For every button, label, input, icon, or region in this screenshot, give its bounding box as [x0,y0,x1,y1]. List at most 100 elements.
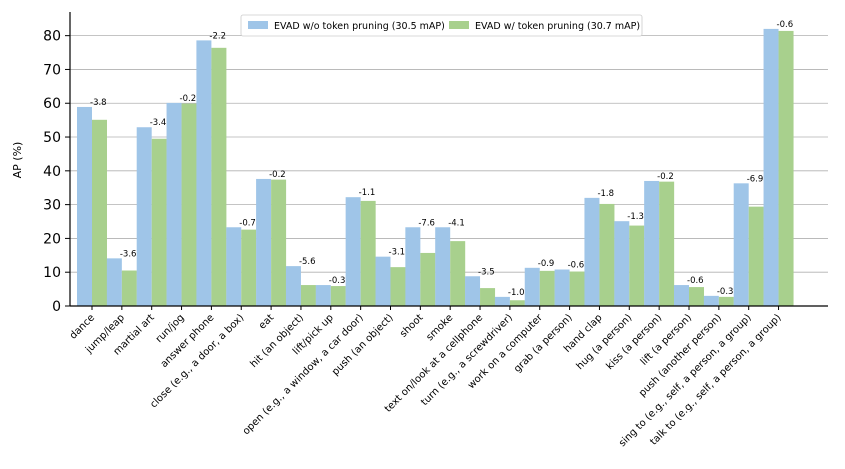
delta-label: -0.3 [329,276,346,286]
legend-label-without-pruning: EVAD w/o token pruning (30.5 mAP) [274,21,445,32]
delta-label: -3.5 [478,267,495,277]
bar-without-pruning [465,276,481,306]
y-tick-label: 0 [52,299,61,315]
delta-label: -0.2 [657,172,674,182]
bar-with-pruning [300,285,316,306]
bar-with-pruning [748,206,764,306]
delta-label: -3.4 [150,118,167,128]
bar-without-pruning [405,227,421,306]
bar-without-pruning [345,197,361,306]
x-tick-label: shoot [398,312,425,339]
delta-label: -0.3 [717,287,734,297]
y-tick-label: 80 [43,29,61,45]
bar-without-pruning [166,102,182,307]
delta-label: -6.9 [747,174,764,184]
delta-label: -3.6 [120,249,137,259]
x-tick-label: hit (an object) [248,312,306,370]
x-tick-label: answer phone [159,312,217,370]
bar-without-pruning [375,256,391,306]
x-tick-label: dance [68,312,97,341]
delta-label: -1.0 [508,288,525,298]
bar-with-pruning [509,300,525,306]
bar-without-pruning [106,258,122,306]
bar-without-pruning [285,266,301,306]
delta-label: -0.7 [239,218,256,228]
axes [69,12,828,307]
bar-without-pruning [315,285,331,306]
bar-without-pruning [494,296,510,306]
delta-label: -1.3 [627,212,644,222]
delta-label: -3.8 [90,98,107,108]
bar-without-pruning [644,180,660,306]
delta-label: -0.6 [687,276,704,286]
delta-label: -0.9 [538,259,555,269]
legend-frame [240,14,643,37]
bar-without-pruning [763,28,779,307]
bar-without-pruning [256,178,272,306]
bar-with-pruning [360,200,376,306]
y-axis-label: AP (%) [11,142,24,179]
delta-label: -1.8 [597,189,614,199]
bar-with-pruning [271,179,287,306]
bar-with-pruning [480,288,496,306]
bar-without-pruning [674,285,689,306]
bar-with-pruning [718,296,734,306]
y-tick-label: 40 [43,164,61,180]
bar-with-pruning [92,119,107,306]
bar-with-pruning [539,270,555,306]
y-tick-label: 10 [43,265,61,281]
bar-without-pruning [77,106,92,306]
legend: EVAD w/o token pruning (30.5 mAP) EVAD w… [240,14,643,37]
bar-with-pruning [390,267,406,306]
y-tick-labels: 0 10 20 30 40 50 60 70 80 [43,29,70,315]
legend-swatch-without-pruning [248,21,268,29]
bar-without-pruning [554,269,570,306]
bar-without-pruning [435,227,451,306]
legend-swatch-with-pruning [449,21,469,29]
delta-label: -0.2 [269,170,286,180]
delta-label: -1.1 [359,188,376,198]
delta-label: -5.6 [299,257,316,267]
bar-with-pruning [420,252,436,306]
bar-without-pruning [703,295,719,306]
bar-with-pruning [689,287,704,306]
bar-with-pruning [778,30,794,307]
x-tick-label: eat [257,312,276,331]
bar-with-pruning [629,225,645,306]
legend-label-with-pruning: EVAD w/ token pruning (30.7 mAP) [475,21,640,32]
bar-with-pruning [599,203,615,306]
bar-without-pruning [614,221,630,306]
bar-without-pruning [136,127,152,306]
bars [77,28,794,307]
x-tick-label: open (e.g., a window, a car door) [241,312,366,437]
delta-label: -7.6 [418,218,435,228]
bar-without-pruning [196,40,212,307]
y-tick-label: 30 [43,198,61,214]
bar-with-pruning [450,241,466,306]
bar-with-pruning [181,103,197,306]
y-tick-label: 70 [43,62,61,78]
bar-without-pruning [226,227,242,306]
y-tick-label: 60 [43,96,61,112]
bar-with-pruning [211,47,227,307]
delta-label: -3.1 [389,248,406,258]
bar-with-pruning [659,181,675,306]
bar-without-pruning [584,197,600,306]
bar-with-pruning [121,270,137,306]
y-tick-label: 50 [43,130,61,146]
bar-with-pruning [330,286,346,306]
delta-label: -2.2 [209,31,226,41]
bar-with-pruning [151,138,167,306]
delta-label: -0.2 [180,94,197,104]
delta-label: -0.6 [568,261,585,271]
bar-without-pruning [524,267,540,306]
bar-with-pruning [241,229,257,306]
delta-label: -0.6 [777,20,794,30]
data-labels: -3.8 -3.6 -3.4 -0.2 -2.2 -0.7 -0.2 -5.6 -0.3 -1.1… [90,20,793,298]
bar-with-pruning [569,271,585,306]
bar-without-pruning [733,183,749,306]
delta-label: -4.1 [448,218,465,228]
y-tick-label: 20 [43,231,61,247]
